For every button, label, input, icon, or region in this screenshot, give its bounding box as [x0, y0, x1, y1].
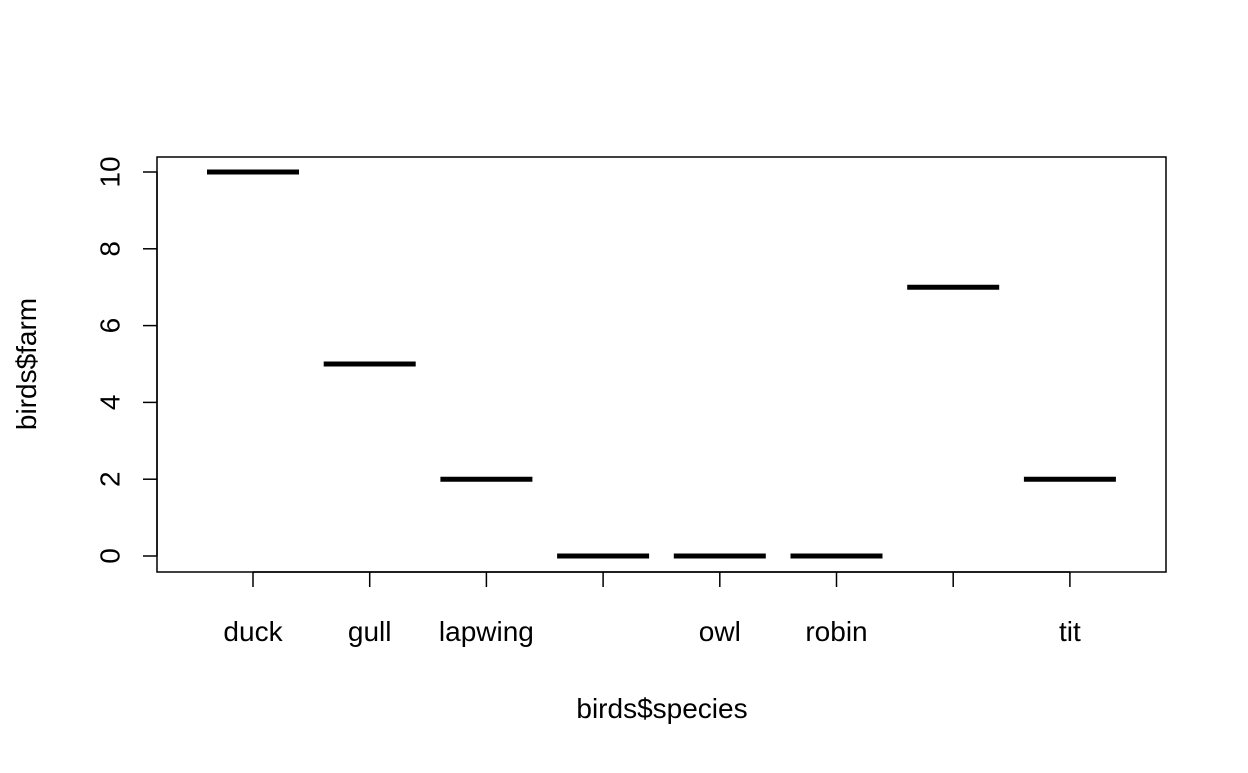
- data-series: [207, 169, 1116, 559]
- x-axis: duck gull lapwing owl robin tit: [223, 571, 1081, 647]
- x-tick-label: tit: [1059, 616, 1081, 647]
- x-axis-label: birds$species: [576, 693, 747, 724]
- x-tick-label: gull: [348, 616, 392, 647]
- y-tick-label: 2: [95, 471, 126, 487]
- y-tick-label: 10: [95, 156, 126, 187]
- x-tick-label: robin: [805, 616, 867, 647]
- y-axis: 0 2 4 6 8 10: [95, 156, 158, 564]
- y-tick-label: 6: [95, 318, 126, 334]
- y-tick-label: 4: [95, 395, 126, 411]
- x-tick-label: owl: [699, 616, 741, 647]
- y-axis-label: birds$farm: [11, 298, 42, 430]
- y-tick-label: 8: [95, 241, 126, 257]
- x-tick-label: duck: [223, 616, 283, 647]
- plot-border: [156, 156, 1167, 573]
- x-tick-label: lapwing: [439, 616, 534, 647]
- y-tick-label: 0: [95, 548, 126, 564]
